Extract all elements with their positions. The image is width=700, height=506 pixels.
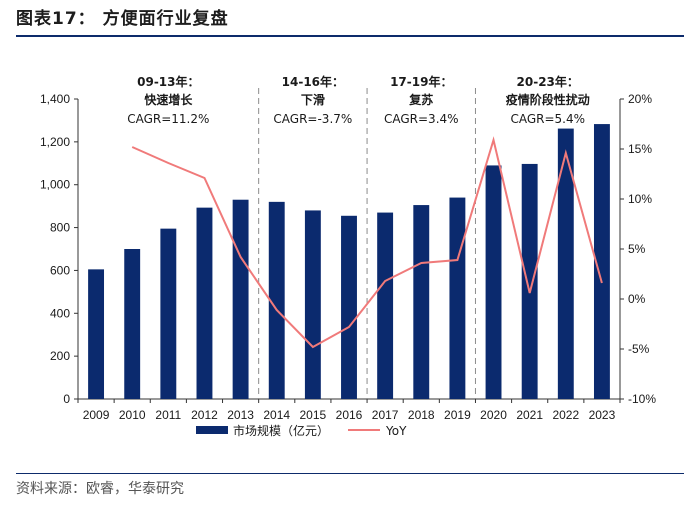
annotation-cagr: CAGR=11.2% (127, 112, 209, 126)
annotation-period: 20-23年： (517, 74, 579, 89)
x-tick-label: 2015 (300, 408, 327, 422)
bar (268, 201, 285, 399)
x-tick-label: 2011 (155, 408, 181, 422)
annotation-period: 17-19年： (390, 74, 452, 89)
x-tick-label: 2018 (408, 408, 435, 422)
annotation-phase: 快速增长 (144, 92, 193, 107)
bar (124, 249, 141, 399)
x-tick-label: 2019 (444, 408, 471, 422)
bar (557, 128, 574, 400)
bar (341, 215, 357, 399)
x-tick-label: 2021 (516, 408, 543, 422)
bar (88, 269, 105, 399)
source-divider (16, 473, 684, 474)
source-note: 资料来源：欧睿，华泰研究 (16, 481, 184, 497)
y-left-tick-label: 0 (63, 392, 70, 406)
annotation-phase: 下滑 (301, 92, 325, 107)
y-right-tick-label: -10% (628, 392, 656, 406)
y-left-tick-label: 1,400 (40, 92, 70, 106)
x-tick-label: 2009 (83, 408, 110, 422)
bar (593, 124, 610, 400)
y-right-tick-label: 20% (628, 92, 652, 106)
x-tick-label: 2023 (589, 408, 616, 422)
legend-bar-swatch (196, 426, 228, 434)
y-left-tick-label: 1,200 (40, 135, 70, 149)
x-tick-label: 2020 (480, 408, 507, 422)
x-tick-label: 2016 (336, 408, 363, 422)
annotation-cagr: CAGR=3.4% (384, 112, 459, 126)
bar (449, 197, 466, 399)
y-right-tick-label: 5% (628, 242, 646, 256)
annotation-period: 14-16年： (282, 74, 344, 89)
figure-title: 图表17： 方便面行业复盘 (16, 9, 229, 29)
bar (377, 212, 394, 399)
title-divider (16, 35, 684, 37)
x-tick-label: 2010 (119, 408, 146, 422)
y-right-tick-label: 15% (628, 142, 652, 156)
y-left-tick-label: 1,000 (40, 178, 70, 192)
x-tick-label: 2012 (191, 408, 218, 422)
x-tick-label: 2013 (227, 408, 254, 422)
x-tick-label: 2014 (263, 408, 290, 422)
y-right-tick-label: -5% (628, 342, 650, 356)
bar (485, 165, 502, 399)
annotation-phase: 疫情阶段性扰动 (506, 92, 590, 107)
annotation-cagr: CAGR=5.4% (510, 112, 585, 126)
y-left-tick-label: 400 (50, 306, 70, 320)
y-left-tick-label: 800 (50, 221, 70, 235)
y-left-tick-label: 200 (50, 349, 70, 363)
bar (160, 228, 177, 399)
annotation-phase: 复苏 (408, 92, 433, 107)
y-left-tick-label: 600 (50, 263, 70, 277)
bar (521, 163, 538, 399)
legend-bar-label: 市场规模（亿元） (233, 423, 329, 438)
bar (232, 199, 249, 399)
legend-line-label: YoY (385, 424, 407, 438)
annotation-period: 09-13年： (137, 74, 199, 89)
y-right-tick-label: 0% (628, 292, 646, 306)
y-right-tick-label: 10% (628, 192, 652, 206)
annotation-cagr: CAGR=-3.7% (273, 112, 352, 126)
x-tick-label: 2017 (372, 408, 399, 422)
yoy-line (131, 136, 603, 349)
x-tick-label: 2022 (552, 408, 579, 422)
bar (196, 207, 213, 399)
bar (413, 205, 430, 399)
bar (304, 210, 321, 399)
